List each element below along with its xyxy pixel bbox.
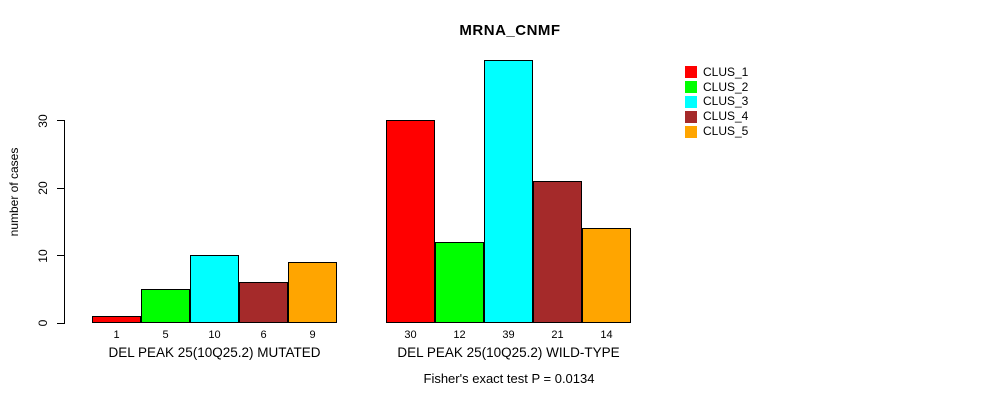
- y-axis-tick-label: 0: [36, 319, 50, 327]
- bar-clus_5-group1: [288, 262, 337, 323]
- y-axis-line: [64, 120, 65, 324]
- y-axis-tick: [57, 322, 65, 324]
- legend-swatch: [685, 125, 697, 138]
- bar-clus_2-group2: [435, 242, 484, 323]
- legend-label: CLUS_5: [703, 124, 749, 139]
- bar-clus_1-group1: [92, 316, 141, 323]
- bar-value-label: 14: [600, 329, 613, 341]
- y-axis-tick: [57, 120, 65, 121]
- y-axis-tick-label: 20: [36, 181, 50, 195]
- category-label-group2: DEL PEAK 25(10Q25.2) WILD-TYPE: [397, 345, 620, 360]
- bar-value-label: 1: [113, 329, 120, 341]
- legend-swatch: [685, 66, 697, 79]
- category-label-group1: DEL PEAK 25(10Q25.2) MUTATED: [108, 345, 321, 360]
- bar-value-label: 21: [551, 329, 564, 341]
- bar-value-label: 6: [260, 329, 267, 341]
- legend-label: CLUS_1: [703, 64, 749, 79]
- bar-clus_5-group2: [582, 228, 631, 323]
- bar-clus_3-group2: [484, 60, 533, 323]
- legend-item-clus_4: CLUS_4: [685, 109, 748, 124]
- bar-value-label: 12: [453, 329, 466, 341]
- y-axis-tick: [57, 255, 65, 256]
- legend-item-clus_2: CLUS_2: [685, 80, 748, 95]
- legend-label: CLUS_2: [703, 79, 749, 94]
- legend: CLUS_1 CLUS_2 CLUS_3 CLUS_4 CLUS_5: [685, 65, 748, 139]
- y-axis-label: number of cases: [7, 147, 21, 237]
- legend-swatch: [685, 81, 697, 94]
- y-axis-tick: [57, 187, 65, 189]
- legend-item-clus_3: CLUS_3: [685, 95, 748, 110]
- bar-value-label: 30: [404, 329, 417, 341]
- chart-title: MRNA_CNMF: [459, 22, 561, 39]
- bar-clus_2-group1: [141, 289, 190, 323]
- legend-label: CLUS_3: [703, 94, 749, 109]
- bar-value-label: 9: [309, 329, 316, 341]
- legend-swatch: [685, 95, 697, 108]
- y-axis-tick-label: 10: [36, 248, 50, 263]
- bar-clus_1-group2: [386, 120, 435, 323]
- y-axis-tick-label: 30: [36, 113, 50, 128]
- bar-value-label: 39: [502, 329, 515, 341]
- legend-item-clus_5: CLUS_5: [685, 124, 748, 139]
- bar-clus_3-group1: [190, 255, 239, 323]
- legend-swatch: [685, 110, 697, 123]
- bar-value-label: 5: [162, 329, 169, 341]
- legend-label: CLUS_4: [703, 109, 749, 124]
- legend-item-clus_1: CLUS_1: [685, 65, 748, 80]
- bar-value-label: 10: [208, 329, 221, 341]
- fisher-test-annotation: Fisher's exact test P = 0.0134: [423, 371, 595, 386]
- bar-clus_4-group2: [533, 181, 582, 323]
- bar-clus_4-group1: [239, 282, 288, 323]
